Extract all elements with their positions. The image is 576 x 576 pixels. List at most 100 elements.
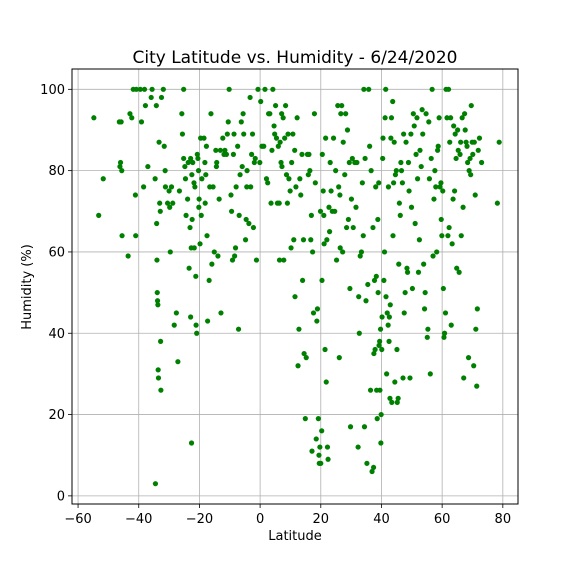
- data-point: [317, 208, 324, 214]
- data-point: [386, 314, 392, 320]
- data-point: [218, 310, 224, 316]
- data-point: [242, 237, 249, 243]
- data-point: [197, 241, 203, 247]
- data-point: [311, 111, 318, 117]
- data-point: [119, 168, 125, 174]
- data-point: [257, 159, 263, 166]
- data-point: [454, 265, 460, 271]
- data-point: [255, 86, 261, 92]
- data-point: [337, 192, 343, 198]
- data-point: [468, 172, 474, 178]
- data-point: [430, 253, 436, 259]
- data-point: [327, 159, 333, 166]
- data-point: [168, 184, 175, 190]
- data-point: [235, 326, 242, 332]
- data-point: [353, 204, 359, 210]
- data-point: [345, 216, 351, 223]
- data-point: [392, 379, 398, 385]
- x-tick-label: 20: [313, 512, 330, 527]
- data-point: [285, 131, 291, 137]
- data-point: [155, 367, 161, 373]
- data-point: [362, 155, 368, 162]
- data-point: [265, 180, 271, 186]
- data-point: [137, 86, 143, 92]
- data-point: [387, 395, 393, 401]
- data-point: [228, 208, 235, 214]
- data-point: [413, 151, 419, 157]
- data-point: [230, 151, 237, 157]
- data-point: [225, 119, 231, 125]
- data-point: [239, 163, 245, 170]
- data-point: [182, 176, 189, 182]
- data-point: [478, 159, 485, 166]
- data-point: [189, 216, 195, 223]
- data-point: [216, 196, 222, 202]
- data-point: [394, 346, 400, 353]
- data-point: [292, 294, 298, 300]
- data-point: [250, 224, 257, 231]
- data-point: [198, 212, 204, 218]
- data-point: [370, 224, 376, 231]
- data-point: [337, 245, 343, 251]
- data-point: [456, 269, 462, 275]
- data-point: [383, 294, 389, 300]
- data-point: [192, 184, 198, 190]
- data-point: [343, 111, 349, 117]
- data-point: [361, 86, 367, 92]
- data-point: [279, 111, 285, 117]
- data-point: [251, 159, 257, 166]
- data-point: [282, 135, 288, 141]
- data-point: [444, 115, 450, 121]
- data-point: [154, 220, 160, 227]
- data-point: [447, 139, 453, 145]
- x-axis-ticks: −60 −40 −20 0 20 40 60 80: [64, 504, 511, 527]
- data-point: [228, 192, 234, 198]
- data-point: [367, 387, 374, 393]
- data-point: [196, 204, 202, 210]
- data-point: [154, 289, 160, 296]
- data-point: [462, 127, 468, 133]
- data-point: [240, 111, 246, 117]
- data-point: [189, 172, 195, 178]
- data-point: [145, 163, 151, 170]
- data-point: [310, 310, 317, 316]
- data-point: [427, 371, 433, 377]
- y-axis-ticks: 0 20 40 60 80 100: [40, 83, 72, 504]
- data-point: [377, 326, 384, 332]
- data-point: [191, 180, 197, 186]
- data-point: [194, 330, 200, 336]
- data-point: [182, 163, 188, 170]
- data-point: [340, 139, 346, 145]
- data-point: [204, 233, 210, 239]
- data-point: [278, 159, 284, 166]
- data-point: [373, 273, 379, 279]
- data-point: [268, 200, 274, 206]
- data-point: [158, 387, 164, 393]
- data-point: [309, 448, 315, 454]
- data-point: [455, 127, 461, 133]
- data-point: [298, 192, 304, 198]
- data-point: [199, 176, 205, 182]
- data-point: [173, 310, 179, 316]
- data-point: [376, 180, 382, 186]
- data-point: [406, 188, 412, 194]
- data-point: [332, 208, 338, 214]
- data-point: [203, 143, 210, 149]
- data-point: [284, 200, 291, 206]
- data-point: [434, 147, 441, 153]
- data-point: [237, 172, 243, 178]
- data-point: [253, 257, 260, 263]
- data-point: [381, 249, 388, 255]
- data-point: [319, 151, 325, 157]
- data-point: [117, 163, 123, 170]
- data-point: [392, 172, 399, 178]
- data-point: [461, 375, 467, 381]
- data-point: [382, 115, 388, 121]
- data-point: [127, 111, 133, 117]
- data-point: [288, 245, 294, 251]
- data-point: [194, 151, 200, 157]
- data-point: [394, 399, 400, 405]
- data-point: [152, 481, 159, 487]
- data-point: [448, 115, 454, 121]
